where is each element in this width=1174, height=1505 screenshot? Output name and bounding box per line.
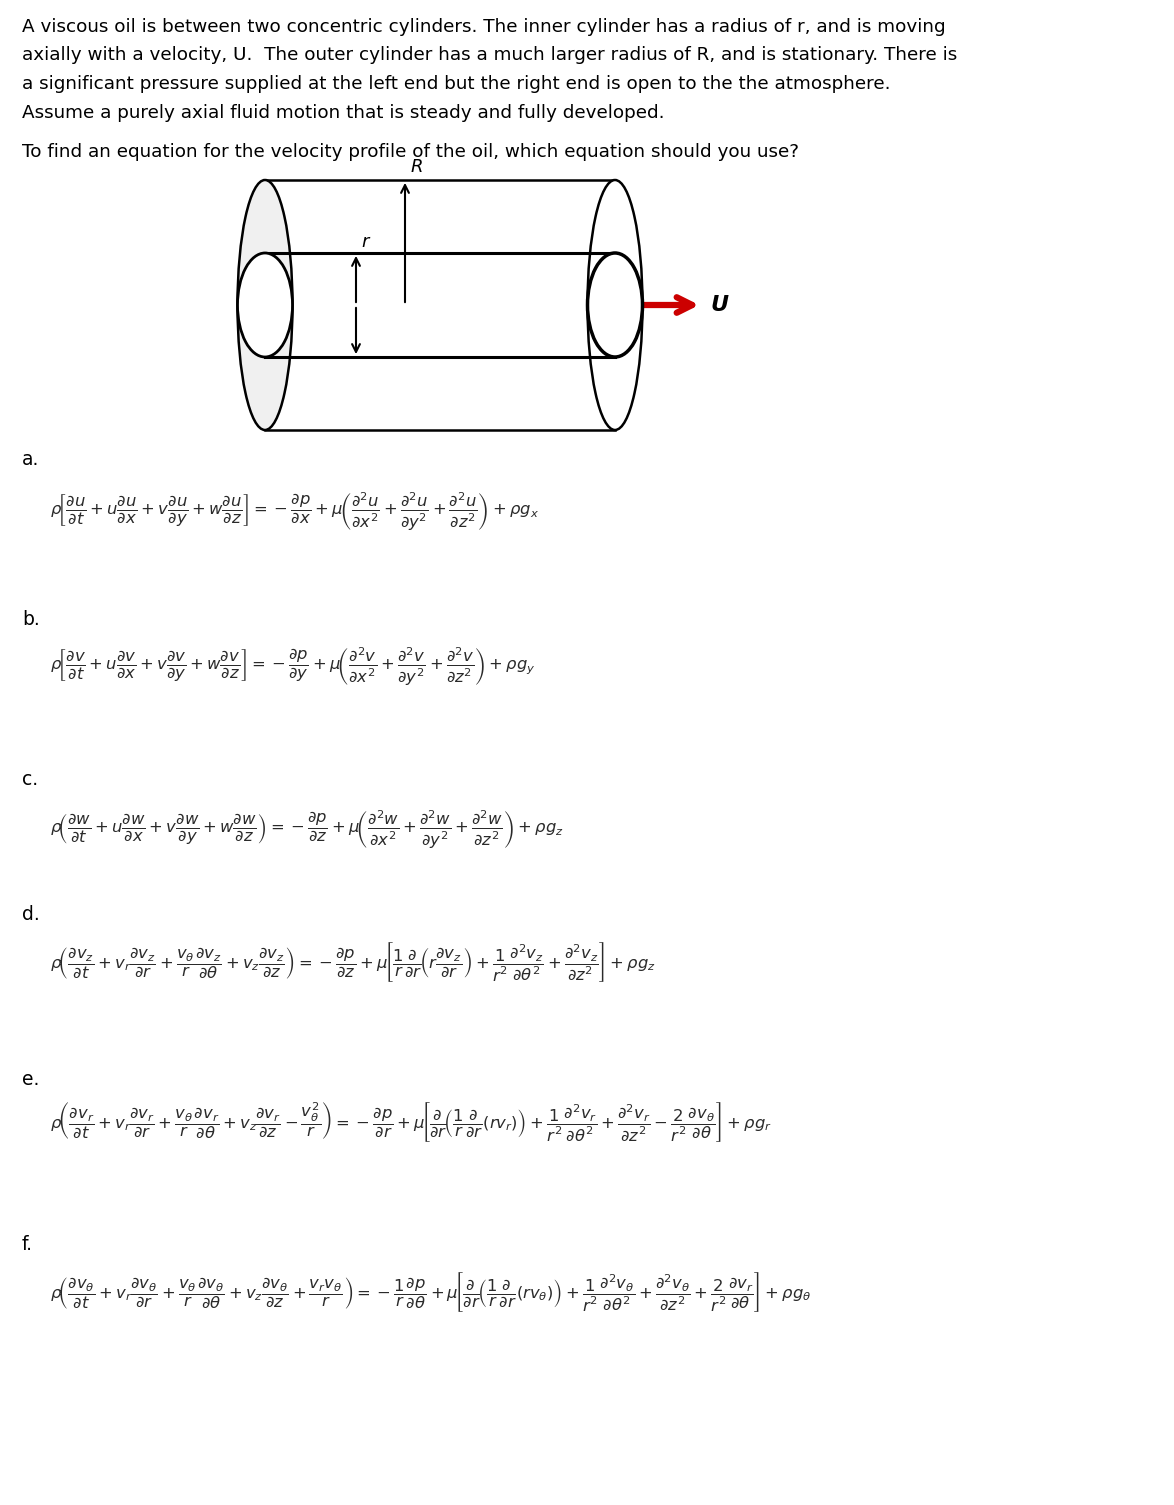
Text: d.: d. bbox=[22, 905, 40, 924]
Text: $\rho\!\left[\dfrac{\partial v}{\partial t}+u\dfrac{\partial v}{\partial x}+v\df: $\rho\!\left[\dfrac{\partial v}{\partial… bbox=[50, 646, 535, 688]
Text: $\rho\!\left(\dfrac{\partial v_\theta}{\partial t}+v_r\dfrac{\partial v_\theta}{: $\rho\!\left(\dfrac{\partial v_\theta}{\… bbox=[50, 1270, 811, 1314]
Text: e.: e. bbox=[22, 1070, 40, 1090]
Text: c.: c. bbox=[22, 771, 38, 789]
Text: $\rho\!\left(\dfrac{\partial w}{\partial t}+u\dfrac{\partial w}{\partial x}+v\df: $\rho\!\left(\dfrac{\partial w}{\partial… bbox=[50, 808, 564, 850]
Text: $\rho\!\left(\dfrac{\partial v_z}{\partial t}+v_r\dfrac{\partial v_z}{\partial r: $\rho\!\left(\dfrac{\partial v_z}{\parti… bbox=[50, 941, 656, 984]
Text: b.: b. bbox=[22, 610, 40, 629]
Text: r: r bbox=[360, 233, 369, 251]
Text: A viscous oil is between two concentric cylinders. The inner cylinder has a radi: A viscous oil is between two concentric … bbox=[22, 18, 957, 122]
Ellipse shape bbox=[237, 181, 292, 430]
Text: f.: f. bbox=[22, 1236, 33, 1254]
Text: U: U bbox=[710, 295, 728, 315]
Text: $\rho\!\left(\dfrac{\partial v_r}{\partial t}+v_r\dfrac{\partial v_r}{\partial r: $\rho\!\left(\dfrac{\partial v_r}{\parti… bbox=[50, 1100, 771, 1144]
Text: a.: a. bbox=[22, 450, 40, 470]
Ellipse shape bbox=[237, 253, 292, 357]
Ellipse shape bbox=[587, 253, 642, 357]
Text: To find an equation for the velocity profile of the oil, which equation should y: To find an equation for the velocity pro… bbox=[22, 143, 799, 161]
Text: R: R bbox=[411, 158, 424, 176]
Text: $\rho\!\left[\dfrac{\partial u}{\partial t}+u\dfrac{\partial u}{\partial x}+v\df: $\rho\!\left[\dfrac{\partial u}{\partial… bbox=[50, 491, 539, 533]
Ellipse shape bbox=[587, 181, 642, 430]
